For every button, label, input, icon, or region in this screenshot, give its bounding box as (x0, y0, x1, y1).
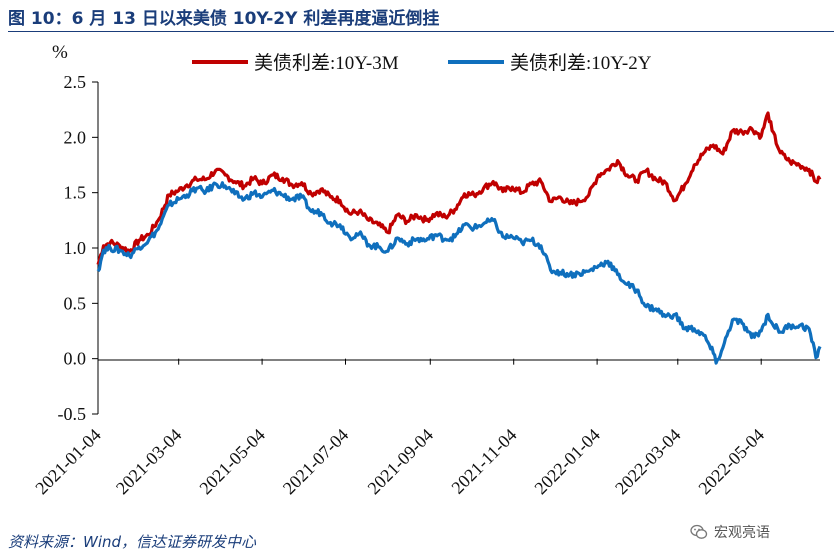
x-tick-label: 2021-07-04 (279, 425, 353, 499)
x-tick-label: 2021-11-04 (447, 425, 520, 498)
legend-label-10y-2y: 美债利差:10Y-2Y (510, 52, 652, 74)
x-tick-label: 2021-03-04 (112, 425, 186, 499)
y-tick-label: 1.0 (64, 238, 87, 258)
y-tick-label: 2.5 (64, 72, 87, 92)
x-tick-label: 2022-01-04 (530, 425, 604, 499)
plot-series (96, 111, 822, 365)
y-tick-label: 0.0 (64, 349, 87, 369)
y-tick-label: 1.5 (64, 183, 87, 203)
y-axis-unit: % (52, 42, 68, 63)
x-tick-label: 2021-09-04 (364, 425, 438, 499)
series-line-10y-2y (96, 181, 822, 365)
source-note: 资料来源：Wind，信达证券研发中心 (8, 533, 257, 551)
title-divider (8, 31, 834, 32)
watermark-text: 宏观亮语 (714, 525, 770, 541)
series-line-10y-3m (96, 111, 822, 266)
y-tick-label: 2.0 (64, 127, 87, 147)
x-tick-label: 2021-05-04 (195, 425, 269, 499)
legend-label-10y-3m: 美债利差:10Y-3M (254, 52, 399, 74)
y-ticks: 2.5 2.0 1.5 1.0 0.5 0.0 -0.5 (58, 72, 98, 424)
x-tick-label: 2021-01-04 (31, 425, 105, 499)
y-axis: 2.5 2.0 1.5 1.0 0.5 0.0 -0.5 (58, 72, 99, 424)
x-tick-label: 2022-03-04 (611, 425, 685, 499)
x-axis: 2021-01-04 2021-03-04 2021-05-04 2021-07-04… (31, 358, 820, 499)
y-tick-label: -0.5 (58, 404, 87, 424)
watermark: 宏观亮语 (690, 522, 770, 542)
x-tick-label: 2022-05-04 (694, 425, 768, 499)
y-tick-label: 0.5 (64, 293, 87, 313)
wechat-icon (690, 524, 708, 539)
figure-title: 图 10：6 月 13 日以来美债 10Y-2Y 利差再度逼近倒挂 (8, 9, 440, 29)
legend: 美债利差:10Y-3M 美债利差:10Y-2Y (192, 52, 652, 74)
x-ticks: 2021-01-04 2021-03-04 2021-05-04 2021-07-04… (31, 358, 768, 499)
